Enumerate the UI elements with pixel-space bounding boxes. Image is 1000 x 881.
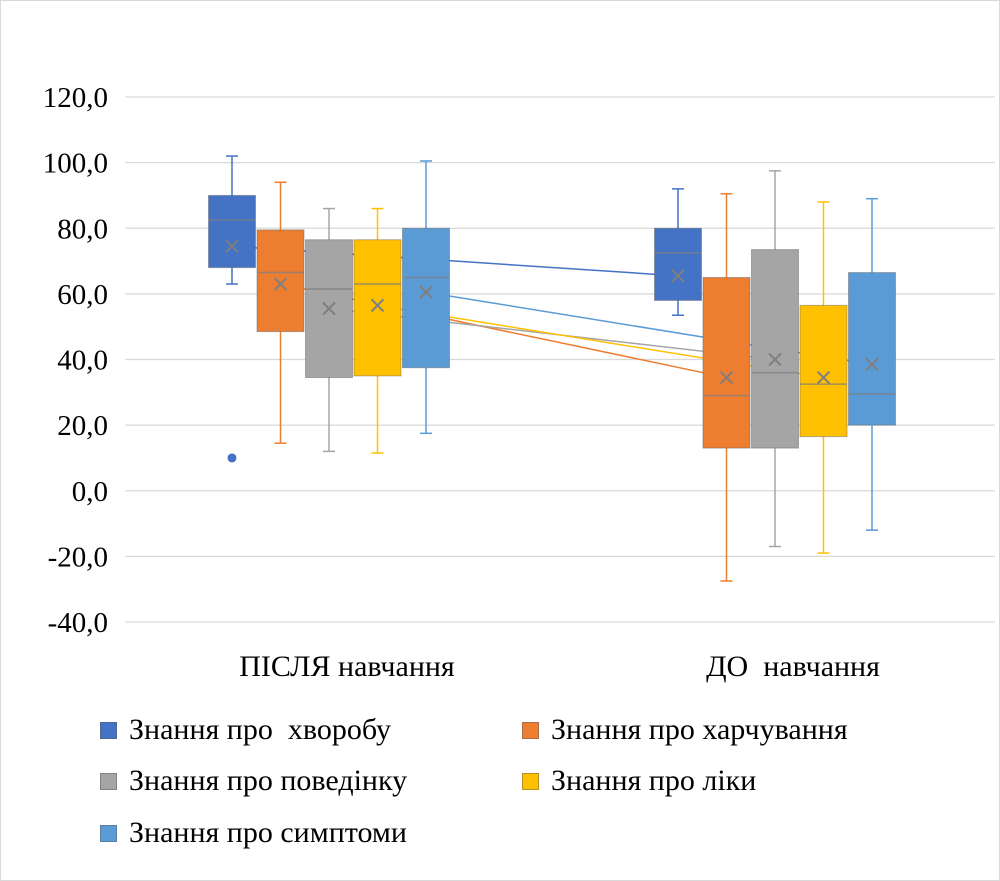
mean-marker bbox=[865, 357, 879, 372]
box-0-3 bbox=[353, 207, 402, 454]
box-iqr bbox=[402, 227, 450, 369]
y-tick-label: 60,0 bbox=[57, 279, 108, 311]
y-tick-label: 0,0 bbox=[72, 476, 108, 508]
mean-marker bbox=[768, 352, 782, 367]
box-iqr bbox=[208, 194, 256, 269]
y-tick-label: 20,0 bbox=[57, 410, 108, 442]
y-tick-label: 120,0 bbox=[43, 82, 108, 114]
y-tick-label: 100,0 bbox=[43, 148, 108, 180]
mean-marker bbox=[719, 370, 734, 385]
mean-marker bbox=[225, 239, 239, 254]
box-0-2 bbox=[305, 207, 353, 453]
box-1-4 bbox=[848, 197, 896, 531]
y-tick-label: -40,0 bbox=[48, 607, 108, 639]
box-iqr bbox=[799, 304, 848, 438]
mean-marker bbox=[370, 298, 385, 313]
box-iqr bbox=[654, 227, 702, 301]
box-iqr bbox=[353, 239, 402, 377]
box-iqr bbox=[751, 249, 799, 449]
boxes bbox=[208, 155, 896, 582]
box-1-2 bbox=[751, 170, 799, 548]
box-0-1 bbox=[256, 181, 305, 444]
box-iqr bbox=[256, 229, 305, 333]
mean-marker bbox=[816, 370, 831, 385]
box-1-3 bbox=[799, 201, 848, 554]
mean-marker bbox=[322, 301, 336, 316]
y-axis-tick-labels: -40,0 -20,0 0,0 20,0 40,0 60,0 80,0 100,0 120,0 bbox=[43, 82, 108, 639]
y-tick-label: -20,0 bbox=[48, 541, 108, 573]
y-tick-label: 80,0 bbox=[57, 213, 108, 245]
mean-marker bbox=[273, 277, 288, 291]
x-axis-category-labels: ПІСЛЯ навчання ДО навчання bbox=[239, 650, 880, 683]
box-0-4 bbox=[402, 160, 450, 435]
box-iqr bbox=[702, 276, 751, 449]
x-category-label: ДО навчання bbox=[706, 650, 880, 683]
box-1-1 bbox=[702, 193, 751, 582]
x-category-label: ПІСЛЯ навчання bbox=[239, 650, 455, 683]
box-0-0 bbox=[208, 155, 256, 463]
mean-marker bbox=[419, 285, 433, 299]
mean-marker bbox=[671, 269, 685, 283]
outlier-point bbox=[227, 453, 237, 463]
box-iqr bbox=[848, 272, 896, 426]
y-tick-label: 40,0 bbox=[57, 345, 108, 377]
box-1-0 bbox=[654, 188, 702, 316]
